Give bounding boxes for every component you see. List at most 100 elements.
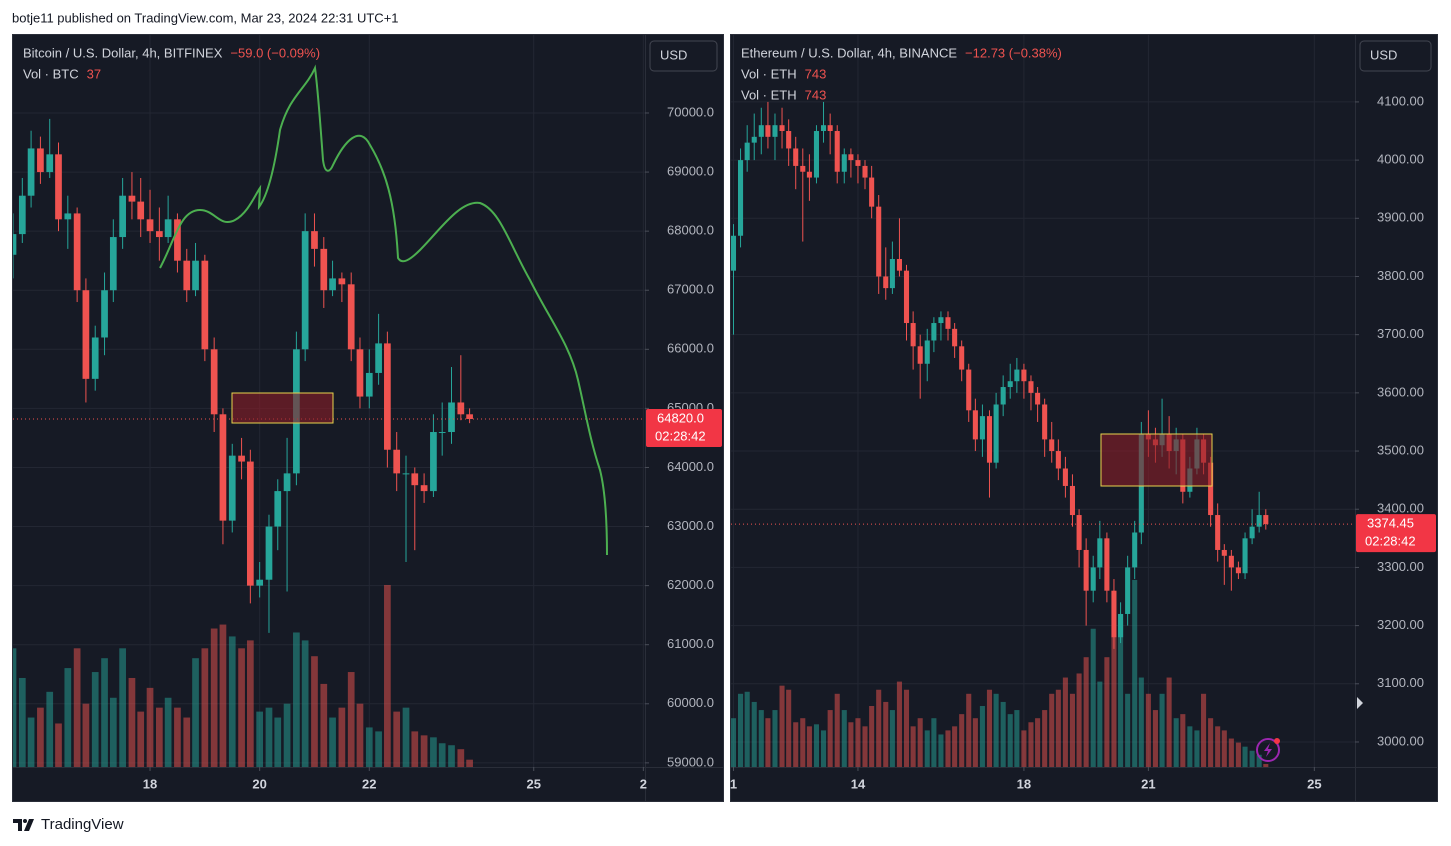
- candle-body: [109, 237, 117, 291]
- candle-body: [347, 284, 355, 350]
- candle-body: [966, 369, 972, 411]
- currency-button[interactable]: [649, 40, 718, 72]
- volume-bar: [1014, 710, 1020, 767]
- volume-bar: [1035, 718, 1041, 767]
- volume-bar: [1090, 628, 1096, 767]
- x-tick-label: 14: [851, 776, 866, 791]
- lightning-icon[interactable]: [1256, 738, 1280, 762]
- volume-bar: [183, 717, 191, 767]
- volume-bar: [1069, 693, 1075, 767]
- volume-bar: [924, 730, 930, 767]
- volume-bar: [393, 711, 401, 767]
- volume-bar: [966, 693, 972, 767]
- y-tick-label: 68000.0: [667, 223, 714, 238]
- chart-title: Bitcoin / U.S. Dollar, 4h, BITFINEX: [23, 45, 223, 60]
- volume-bar: [356, 703, 364, 767]
- volume-bar: [1256, 754, 1262, 767]
- volume-bar: [903, 689, 910, 767]
- candle-body: [827, 125, 833, 132]
- candle-body: [1021, 369, 1027, 382]
- y-tick-label: 61000.0: [667, 636, 714, 651]
- volume-bar: [1242, 746, 1248, 767]
- volume-bar: [1138, 677, 1144, 767]
- volume-bar: [765, 718, 771, 767]
- candle-body: [438, 432, 446, 434]
- volume-bar: [82, 703, 90, 767]
- header: botje11 published on TradingView.com, Ma…: [12, 10, 399, 25]
- volume-bar: [420, 735, 428, 767]
- volume-bar: [146, 687, 154, 767]
- candle-body: [101, 290, 108, 338]
- volume-bar: [731, 718, 737, 767]
- candle-body: [1118, 613, 1124, 638]
- candle-body: [1007, 381, 1013, 388]
- candle-body: [91, 337, 99, 379]
- currency-button[interactable]: [1359, 40, 1432, 72]
- volume-legend-label: Vol · ETH: [741, 66, 797, 81]
- notification-dot: [1274, 738, 1280, 744]
- volume-bar: [311, 656, 318, 767]
- volume-bar: [320, 683, 328, 767]
- volume-bar: [347, 672, 355, 767]
- volume-bar: [800, 718, 806, 767]
- x-tick-label: 25: [526, 776, 540, 791]
- volume-bar: [1215, 726, 1221, 767]
- volume-bar: [993, 693, 999, 767]
- scroll-arrow[interactable]: [1357, 697, 1363, 709]
- volume-bar: [27, 717, 35, 767]
- candle-body: [952, 328, 958, 347]
- volume-bar: [384, 584, 391, 767]
- y-tick-label: 69000.0: [667, 164, 714, 179]
- volume-bar: [855, 718, 861, 767]
- candle-body: [876, 206, 882, 277]
- candle-body: [786, 131, 792, 149]
- volume-bar: [274, 717, 282, 767]
- volume-bar: [952, 726, 958, 767]
- chart-layer: 59000.0 60000.0 61000.0 62000.0 63000.0 64000…: [13, 35, 1436, 791]
- volume-bar: [293, 632, 300, 767]
- volume-bar: [46, 691, 54, 767]
- y-tick-label: 3100.00: [1377, 675, 1424, 690]
- candle-body: [73, 213, 81, 291]
- volume-bar: [1132, 579, 1138, 767]
- candle-body: [18, 195, 26, 235]
- x-tick-label: 2: [640, 776, 647, 791]
- y-tick-label: 59000.0: [667, 754, 714, 769]
- y-tick-label: 3800.00: [1377, 268, 1424, 283]
- candle-body: [37, 148, 44, 173]
- highlight-box: [1100, 433, 1213, 487]
- candle-body: [64, 213, 72, 220]
- candle-body: [164, 219, 172, 238]
- candle-body: [1125, 567, 1131, 614]
- x-tick-label: 25: [1307, 776, 1321, 791]
- volume-bar: [972, 718, 978, 767]
- volume-bar: [979, 706, 985, 767]
- candle-body: [1249, 526, 1255, 539]
- volume-bar: [1208, 718, 1214, 767]
- candle-body: [869, 177, 875, 207]
- candle-body: [779, 125, 785, 132]
- candle-body: [917, 346, 923, 364]
- logo-mark: [23, 819, 27, 823]
- volume-bar: [448, 745, 455, 767]
- candle-body: [1035, 392, 1041, 405]
- candle-body: [1042, 404, 1048, 440]
- volume-bar: [164, 697, 172, 767]
- candle-body: [765, 125, 771, 137]
- price-change: −12.73 (−0.38%): [965, 45, 1062, 60]
- volume-bar: [938, 734, 944, 767]
- candle-body: [883, 276, 889, 289]
- x-tick-label: 21: [1141, 776, 1155, 791]
- candle-body: [274, 491, 282, 527]
- candle-body: [1083, 549, 1089, 591]
- candle-body: [174, 219, 181, 261]
- x-tick-label: 18: [1017, 776, 1031, 791]
- volume-bar: [301, 640, 309, 767]
- volume-bar: [192, 658, 199, 767]
- y-tick-label: 4000.00: [1377, 152, 1424, 167]
- volume-bar: [1125, 693, 1131, 767]
- volume-legend-value: 743: [805, 66, 827, 81]
- candle-body: [411, 473, 419, 486]
- drawings: [159, 64, 1363, 762]
